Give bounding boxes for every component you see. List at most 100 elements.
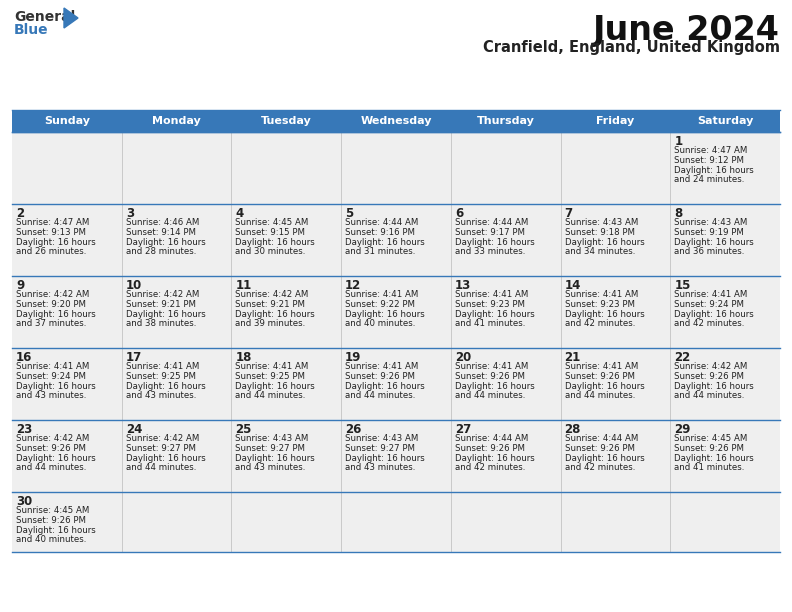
Text: Sunset: 9:26 PM: Sunset: 9:26 PM [16,444,86,453]
Text: Sunset: 9:24 PM: Sunset: 9:24 PM [16,372,86,381]
Text: and 44 minutes.: and 44 minutes. [345,392,416,400]
Bar [122,348,231,420]
Text: 22: 22 [674,351,691,364]
Text: 17: 17 [126,351,142,364]
Bar [341,492,451,552]
Text: Sunrise: 4:44 AM: Sunrise: 4:44 AM [455,218,528,227]
Bar [670,492,780,552]
Text: 13: 13 [455,279,471,292]
Text: Sunset: 9:17 PM: Sunset: 9:17 PM [455,228,525,237]
Text: Sunset: 9:27 PM: Sunset: 9:27 PM [345,444,415,453]
Text: Sunset: 9:25 PM: Sunset: 9:25 PM [126,372,196,381]
Bar [122,132,231,204]
Text: Sunrise: 4:41 AM: Sunrise: 4:41 AM [565,362,638,371]
Text: Daylight: 16 hours: Daylight: 16 hours [16,526,96,535]
Text: Sunset: 9:26 PM: Sunset: 9:26 PM [455,444,525,453]
Text: Daylight: 16 hours: Daylight: 16 hours [674,237,754,247]
Text: Sunset: 9:18 PM: Sunset: 9:18 PM [565,228,634,237]
Text: and 43 minutes.: and 43 minutes. [235,463,306,472]
Bar [670,276,780,348]
Text: 21: 21 [565,351,581,364]
Text: 11: 11 [235,279,252,292]
Text: 4: 4 [235,207,244,220]
Text: Friday: Friday [596,116,634,126]
Text: Daylight: 16 hours: Daylight: 16 hours [674,166,754,174]
Text: Sunset: 9:26 PM: Sunset: 9:26 PM [674,372,744,381]
Text: and 44 minutes.: and 44 minutes. [235,392,306,400]
Text: Sunset: 9:13 PM: Sunset: 9:13 PM [16,228,86,237]
Bar [122,204,231,276]
Bar [561,276,670,348]
Text: and 44 minutes.: and 44 minutes. [126,463,196,472]
Text: and 43 minutes.: and 43 minutes. [126,392,196,400]
Text: 30: 30 [16,495,32,508]
Text: and 42 minutes.: and 42 minutes. [455,463,525,472]
Text: and 31 minutes.: and 31 minutes. [345,247,416,256]
Text: Daylight: 16 hours: Daylight: 16 hours [455,453,535,463]
Text: Daylight: 16 hours: Daylight: 16 hours [455,237,535,247]
Text: 26: 26 [345,423,361,436]
Text: Sunset: 9:20 PM: Sunset: 9:20 PM [16,300,86,309]
Text: Sunset: 9:12 PM: Sunset: 9:12 PM [674,156,744,165]
Bar [670,348,780,420]
Bar [451,420,561,492]
Text: and 44 minutes.: and 44 minutes. [565,392,635,400]
Text: and 42 minutes.: and 42 minutes. [565,319,635,329]
Text: Sunset: 9:27 PM: Sunset: 9:27 PM [126,444,196,453]
Text: and 34 minutes.: and 34 minutes. [565,247,635,256]
Bar [670,204,780,276]
Text: and 33 minutes.: and 33 minutes. [455,247,525,256]
Text: Sunset: 9:22 PM: Sunset: 9:22 PM [345,300,415,309]
Text: Sunrise: 4:41 AM: Sunrise: 4:41 AM [235,362,309,371]
Text: Daylight: 16 hours: Daylight: 16 hours [16,382,96,390]
Text: Sunset: 9:16 PM: Sunset: 9:16 PM [345,228,415,237]
Bar [122,492,231,552]
Text: Sunset: 9:26 PM: Sunset: 9:26 PM [345,372,415,381]
Text: Sunrise: 4:44 AM: Sunrise: 4:44 AM [455,434,528,443]
Bar [231,420,341,492]
Bar [561,132,670,204]
Text: Sunrise: 4:43 AM: Sunrise: 4:43 AM [674,218,748,227]
Text: Sunset: 9:26 PM: Sunset: 9:26 PM [565,444,634,453]
Text: 20: 20 [455,351,471,364]
Bar [12,348,122,420]
Text: Wednesday: Wednesday [360,116,432,126]
Text: Sunrise: 4:41 AM: Sunrise: 4:41 AM [455,362,528,371]
Text: Sunday: Sunday [44,116,89,126]
Text: Sunrise: 4:45 AM: Sunrise: 4:45 AM [16,506,89,515]
Bar [341,132,451,204]
Bar [12,110,780,132]
Text: Sunset: 9:24 PM: Sunset: 9:24 PM [674,300,744,309]
Text: 5: 5 [345,207,353,220]
Text: Daylight: 16 hours: Daylight: 16 hours [565,453,645,463]
Text: Sunset: 9:26 PM: Sunset: 9:26 PM [565,372,634,381]
Text: Sunset: 9:14 PM: Sunset: 9:14 PM [126,228,196,237]
Text: Cranfield, England, United Kingdom: Cranfield, England, United Kingdom [483,40,780,55]
Text: and 38 minutes.: and 38 minutes. [126,319,196,329]
Text: Sunrise: 4:41 AM: Sunrise: 4:41 AM [674,290,748,299]
Text: Sunset: 9:19 PM: Sunset: 9:19 PM [674,228,744,237]
Text: 1: 1 [674,135,683,148]
Bar [12,276,122,348]
Text: 9: 9 [16,279,25,292]
Text: Saturday: Saturday [697,116,753,126]
Text: and 30 minutes.: and 30 minutes. [235,247,306,256]
Text: Sunset: 9:23 PM: Sunset: 9:23 PM [455,300,525,309]
Text: Sunrise: 4:41 AM: Sunrise: 4:41 AM [16,362,89,371]
Text: 7: 7 [565,207,573,220]
Text: Daylight: 16 hours: Daylight: 16 hours [345,453,425,463]
Bar [122,276,231,348]
Text: Sunrise: 4:41 AM: Sunrise: 4:41 AM [345,362,418,371]
Text: Sunrise: 4:47 AM: Sunrise: 4:47 AM [16,218,89,227]
Bar [451,348,561,420]
Text: Sunrise: 4:44 AM: Sunrise: 4:44 AM [345,218,418,227]
Text: Sunrise: 4:46 AM: Sunrise: 4:46 AM [126,218,199,227]
Text: Daylight: 16 hours: Daylight: 16 hours [674,453,754,463]
Bar [561,492,670,552]
Bar [451,276,561,348]
Text: Daylight: 16 hours: Daylight: 16 hours [16,237,96,247]
Text: Sunrise: 4:42 AM: Sunrise: 4:42 AM [126,434,199,443]
Text: Blue: Blue [14,23,48,37]
Text: 2: 2 [16,207,24,220]
Text: 29: 29 [674,423,691,436]
